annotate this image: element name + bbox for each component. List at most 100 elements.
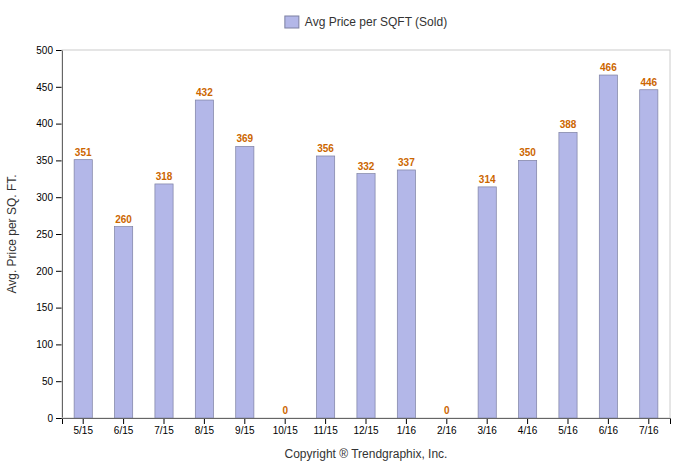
data-label: 432 — [196, 87, 213, 98]
data-label: 369 — [236, 133, 253, 144]
x-tick: 7/16 — [639, 418, 659, 436]
x-tick-mark — [325, 418, 326, 424]
x-tick-mark — [244, 418, 245, 424]
y-tick-mark — [56, 344, 62, 345]
y-tick-mark — [56, 124, 62, 125]
x-tick-label: 5/15 — [73, 425, 93, 436]
y-tick-label: 250 — [36, 229, 53, 240]
x-tick-mark — [204, 418, 205, 424]
y-tick-mark — [56, 418, 62, 419]
x-tick-mark — [366, 418, 367, 424]
x-axis-title: Copyright ® Trendgraphix, Inc. — [285, 447, 448, 461]
x-tick-label: 5/16 — [558, 425, 578, 436]
y-tick: 250 — [36, 229, 62, 240]
x-tick-mark — [123, 418, 124, 424]
bar — [74, 160, 92, 418]
x-tick-label: 12/15 — [353, 425, 378, 436]
y-tick: 450 — [36, 82, 62, 93]
data-label: 337 — [398, 157, 415, 168]
x-tick: 1/16 — [397, 418, 417, 436]
bar — [236, 146, 254, 418]
x-tick-mark — [527, 418, 528, 424]
plot: 0 50 100 150 200 250 300 350 400 450 500 5/15 6/15 7/… — [36, 45, 670, 436]
y-tick-label: 0 — [47, 413, 53, 424]
y-tick-mark — [56, 160, 62, 161]
data-label: 350 — [519, 147, 536, 158]
y-tick-mark — [56, 381, 62, 382]
x-tick-label: 11/15 — [313, 425, 338, 436]
axis-domain — [63, 419, 671, 425]
y-tick-mark — [56, 197, 62, 198]
x-tick: 10/15 — [273, 418, 298, 436]
y-axis: 0 50 100 150 200 250 300 350 400 450 500 — [36, 45, 62, 424]
x-tick-mark — [406, 418, 407, 424]
x-tick-mark — [648, 418, 649, 424]
y-tick-mark — [56, 234, 62, 235]
x-tick: 5/16 — [558, 418, 578, 436]
bar — [559, 132, 577, 418]
bar — [357, 174, 375, 418]
data-label: 332 — [358, 161, 375, 172]
x-tick: 5/15 — [73, 418, 93, 436]
y-tick-mark — [56, 50, 62, 51]
data-label: 0 — [444, 405, 450, 416]
legend-label: Avg Price per SQFT (Sold) — [305, 15, 447, 29]
x-tick-label: 1/16 — [397, 425, 417, 436]
y-tick-label: 200 — [36, 266, 53, 277]
bar — [115, 227, 133, 418]
y-tick-label: 400 — [36, 118, 53, 129]
data-label: 388 — [560, 119, 577, 130]
x-tick: 12/15 — [353, 418, 378, 436]
legend-swatch — [285, 16, 299, 28]
data-labels: 3512603184323690356332337031435038846644… — [75, 62, 658, 416]
y-tick: 0 — [47, 413, 62, 424]
y-tick-label: 50 — [42, 376, 54, 387]
y-tick-mark — [56, 271, 62, 272]
x-tick-label: 9/15 — [235, 425, 255, 436]
bar — [276, 418, 294, 419]
x-tick-mark — [164, 418, 165, 424]
bar — [155, 184, 173, 418]
y-tick: 400 — [36, 118, 62, 129]
x-tick-label: 2/16 — [437, 425, 457, 436]
y-tick-label: 350 — [36, 155, 53, 166]
x-tick: 6/16 — [599, 418, 619, 436]
x-tick-mark — [487, 418, 488, 424]
x-tick: 11/15 — [313, 418, 338, 436]
y-axis-title: Avg. Price per SQ. FT. — [5, 174, 19, 293]
data-label: 0 — [282, 405, 288, 416]
x-tick-label: 10/15 — [273, 425, 298, 436]
x-tick-label: 6/16 — [599, 425, 619, 436]
y-tick-label: 300 — [36, 192, 53, 203]
x-tick-label: 4/16 — [518, 425, 538, 436]
legend: Avg Price per SQFT (Sold) — [285, 15, 447, 29]
bar — [317, 156, 335, 418]
x-tick-mark — [567, 418, 568, 424]
x-tick: 9/15 — [235, 418, 255, 436]
bar — [397, 170, 415, 418]
x-tick: 3/16 — [477, 418, 497, 436]
chart: 0 50 100 150 200 250 300 350 400 450 500 5/15 6/15 7/… — [0, 0, 688, 470]
data-label: 446 — [640, 77, 657, 88]
y-tick: 350 — [36, 155, 62, 166]
y-tick-label: 450 — [36, 82, 53, 93]
x-tick-mark — [83, 418, 84, 424]
bar — [195, 100, 213, 418]
x-tick-mark — [285, 418, 286, 424]
data-label: 351 — [75, 147, 92, 158]
data-label: 356 — [317, 143, 334, 154]
bar — [438, 418, 456, 419]
x-tick: 8/15 — [195, 418, 215, 436]
data-label: 314 — [479, 174, 496, 185]
y-tick: 150 — [36, 302, 62, 313]
plot-frame — [62, 50, 670, 418]
bars — [74, 75, 658, 418]
x-tick-label: 7/15 — [154, 425, 174, 436]
x-tick: 7/15 — [154, 418, 174, 436]
y-tick-label: 500 — [36, 45, 53, 56]
y-tick: 100 — [36, 339, 62, 350]
data-label: 466 — [600, 62, 617, 73]
x-tick: 6/15 — [114, 418, 134, 436]
y-tick: 50 — [42, 376, 62, 387]
y-tick-label: 100 — [36, 339, 53, 350]
